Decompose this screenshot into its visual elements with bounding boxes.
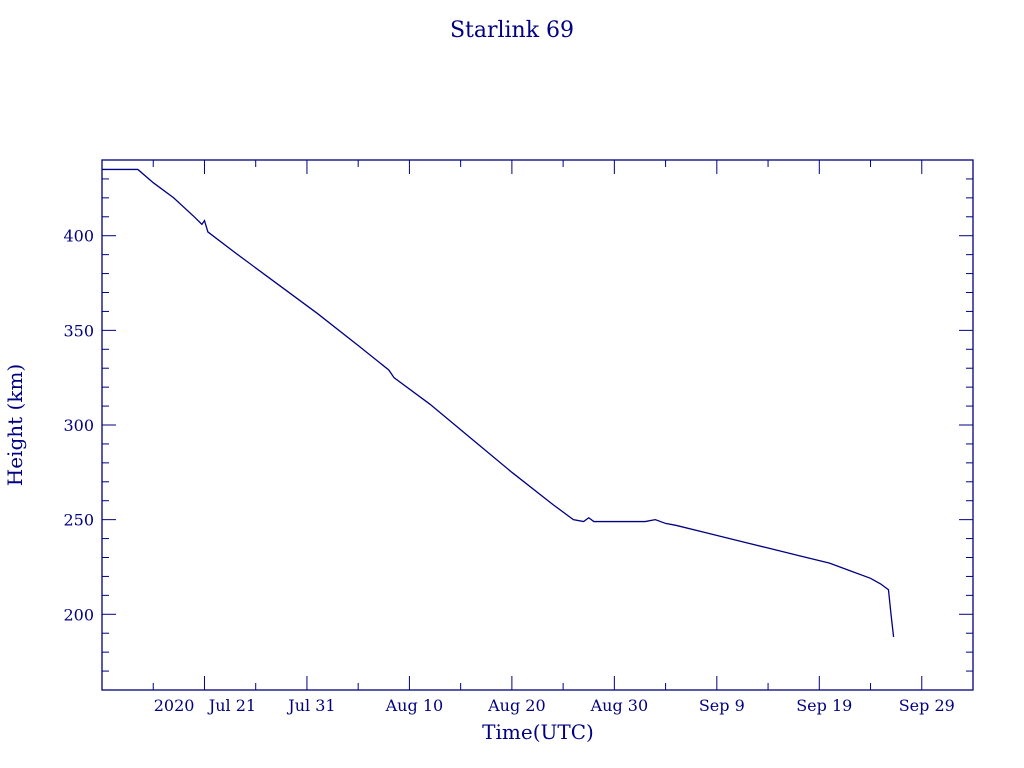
x-tick-label: Jul 21 [207, 696, 256, 715]
y-tick-label: 200 [63, 605, 94, 624]
y-tick-label: 350 [63, 321, 94, 340]
y-tick-label: 400 [63, 227, 94, 246]
x-tick-label: Jul 31 [286, 696, 335, 715]
y-tick-label: 300 [63, 416, 94, 435]
plot-frame [101, 159, 974, 691]
chart-title: Starlink 69 [450, 18, 574, 43]
x-tick-label: Aug 10 [385, 696, 444, 715]
x-tick-label: Aug 30 [590, 696, 649, 715]
x-tick-label: Sep 9 [699, 696, 745, 715]
x-tick-label: Aug 20 [487, 696, 546, 715]
tick-labels: 200 250 300 350 400 2020 Jul 21 Jul 31 Aug 10 Aug… [63, 227, 954, 715]
y-axis-label: Height (km) [3, 364, 27, 486]
height-series-line [102, 168, 895, 638]
x-axis-label: Time(UTC) [482, 720, 594, 744]
y-tick-label: 250 [63, 511, 94, 530]
x-tick-label: Sep 29 [899, 696, 955, 715]
x-tick-label: Sep 19 [796, 696, 852, 715]
axis-ticks [101, 159, 974, 691]
x-tick-label-year: 2020 [154, 696, 195, 715]
